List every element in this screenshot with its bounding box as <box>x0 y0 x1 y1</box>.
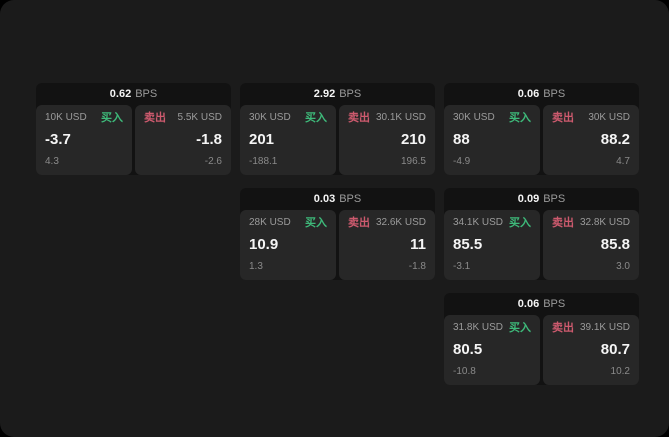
bps-unit: BPS <box>543 88 566 100</box>
bps-header: 0.03 BPS <box>240 188 435 210</box>
sell-price-value: 88.2 <box>600 131 630 148</box>
buy-price-value: -3.7 <box>45 131 71 148</box>
buy-change-value: -188.1 <box>249 156 278 167</box>
buy-amount-label: 34.1K USD <box>453 217 504 228</box>
bps-value: 0.62 <box>109 88 132 100</box>
buy-side-label: 买入 <box>509 217 531 229</box>
sell-price-value: 210 <box>400 131 426 148</box>
buy-change-value: 1.3 <box>249 261 263 272</box>
buy-price-value: 85.5 <box>453 236 483 253</box>
quote-card: 0.03 BPS 28K USD 买入 10.9 1.3 卖出 32.6K US… <box>240 188 435 280</box>
bps-header: 0.09 BPS <box>444 188 639 210</box>
sell-price-value: 80.7 <box>600 341 630 358</box>
sell-quote-tile[interactable]: 卖出 30K USD 88.2 4.7 <box>543 105 639 175</box>
buy-side-label: 买入 <box>305 217 327 229</box>
buy-amount-label: 31.8K USD <box>453 322 504 333</box>
quote-body: 28K USD 买入 10.9 1.3 卖出 32.6K USD 11 -1.8 <box>240 210 435 280</box>
buy-amount-label: 30K USD <box>249 112 291 123</box>
quote-body: 31.8K USD 买入 80.5 -10.8 卖出 39.1K USD 80.… <box>444 315 639 385</box>
bps-unit: BPS <box>543 298 566 310</box>
sell-amount-label: 30.1K USD <box>375 112 426 123</box>
bps-value: 0.06 <box>517 88 540 100</box>
sell-side-label: 卖出 <box>348 112 370 124</box>
quote-body: 30K USD 买入 88 -4.9 卖出 30K USD 88.2 4.7 <box>444 105 639 175</box>
buy-quote-tile[interactable]: 34.1K USD 买入 85.5 -3.1 <box>444 210 540 280</box>
buy-side-label: 买入 <box>509 322 531 334</box>
bps-value: 0.03 <box>313 193 336 205</box>
sell-side-label: 卖出 <box>552 112 574 124</box>
buy-amount-label: 30K USD <box>453 112 495 123</box>
bps-unit: BPS <box>135 88 158 100</box>
quote-card: 0.09 BPS 34.1K USD 买入 85.5 -3.1 卖出 32.8K… <box>444 188 639 280</box>
sell-change-value: 3.0 <box>616 261 630 272</box>
sell-side-label: 卖出 <box>144 112 166 124</box>
buy-side-label: 买入 <box>101 112 123 124</box>
sell-quote-tile[interactable]: 卖出 32.6K USD 11 -1.8 <box>339 210 435 280</box>
bps-value: 0.06 <box>517 298 540 310</box>
buy-quote-tile[interactable]: 30K USD 买入 88 -4.9 <box>444 105 540 175</box>
buy-quote-tile[interactable]: 30K USD 买入 201 -188.1 <box>240 105 336 175</box>
buy-price-value: 10.9 <box>249 236 279 253</box>
bps-header: 0.62 BPS <box>36 83 231 105</box>
quote-body: 34.1K USD 买入 85.5 -3.1 卖出 32.8K USD 85.8… <box>444 210 639 280</box>
quote-cards-grid: 0.62 BPS 10K USD 买入 -3.7 4.3 卖出 5.5K USD <box>36 83 639 385</box>
sell-change-value: -2.6 <box>204 156 222 167</box>
bps-unit: BPS <box>543 193 566 205</box>
sell-quote-tile[interactable]: 卖出 5.5K USD -1.8 -2.6 <box>135 105 231 175</box>
bps-unit: BPS <box>339 193 362 205</box>
quote-card: 0.06 BPS 31.8K USD 买入 80.5 -10.8 卖出 39.1… <box>444 293 639 385</box>
buy-price-value: 201 <box>249 131 275 148</box>
quote-card: 0.62 BPS 10K USD 买入 -3.7 4.3 卖出 5.5K USD <box>36 83 231 175</box>
bps-value: 0.09 <box>517 193 540 205</box>
quote-body: 10K USD 买入 -3.7 4.3 卖出 5.5K USD -1.8 -2.… <box>36 105 231 175</box>
sell-quote-tile[interactable]: 卖出 32.8K USD 85.8 3.0 <box>543 210 639 280</box>
sell-amount-label: 30K USD <box>588 112 630 123</box>
sell-quote-tile[interactable]: 卖出 30.1K USD 210 196.5 <box>339 105 435 175</box>
sell-change-value: 10.2 <box>610 366 630 377</box>
sell-side-label: 卖出 <box>552 217 574 229</box>
sell-quote-tile[interactable]: 卖出 39.1K USD 80.7 10.2 <box>543 315 639 385</box>
sell-side-label: 卖出 <box>348 217 370 229</box>
sell-amount-label: 32.8K USD <box>579 217 630 228</box>
sell-amount-label: 32.6K USD <box>375 217 426 228</box>
sell-price-value: 11 <box>410 236 426 253</box>
buy-amount-label: 10K USD <box>45 112 87 123</box>
buy-side-label: 买入 <box>509 112 531 124</box>
buy-side-label: 买入 <box>305 112 327 124</box>
bps-value: 2.92 <box>313 88 336 100</box>
sell-change-value: 196.5 <box>400 156 426 167</box>
buy-quote-tile[interactable]: 10K USD 买入 -3.7 4.3 <box>36 105 132 175</box>
buy-price-value: 80.5 <box>453 341 483 358</box>
bps-header: 0.06 BPS <box>444 83 639 105</box>
buy-price-value: 88 <box>453 131 470 148</box>
quote-body: 30K USD 买入 201 -188.1 卖出 30.1K USD 210 1… <box>240 105 435 175</box>
buy-change-value: -10.8 <box>453 366 476 377</box>
sell-change-value: 4.7 <box>616 156 630 167</box>
bps-header: 0.06 BPS <box>444 293 639 315</box>
quote-card: 0.06 BPS 30K USD 买入 88 -4.9 卖出 30K USD <box>444 83 639 175</box>
buy-change-value: -3.1 <box>453 261 471 272</box>
sell-amount-label: 5.5K USD <box>177 112 222 123</box>
quote-card: 2.92 BPS 30K USD 买入 201 -188.1 卖出 30.1K … <box>240 83 435 175</box>
sell-side-label: 卖出 <box>552 322 574 334</box>
buy-change-value: 4.3 <box>45 156 59 167</box>
bps-unit: BPS <box>339 88 362 100</box>
sell-price-value: -1.8 <box>196 131 222 148</box>
buy-change-value: -4.9 <box>453 156 471 167</box>
sell-amount-label: 39.1K USD <box>579 322 630 333</box>
buy-quote-tile[interactable]: 31.8K USD 买入 80.5 -10.8 <box>444 315 540 385</box>
buy-amount-label: 28K USD <box>249 217 291 228</box>
sell-change-value: -1.8 <box>408 261 426 272</box>
buy-quote-tile[interactable]: 28K USD 买入 10.9 1.3 <box>240 210 336 280</box>
sell-price-value: 85.8 <box>600 236 630 253</box>
bps-header: 2.92 BPS <box>240 83 435 105</box>
